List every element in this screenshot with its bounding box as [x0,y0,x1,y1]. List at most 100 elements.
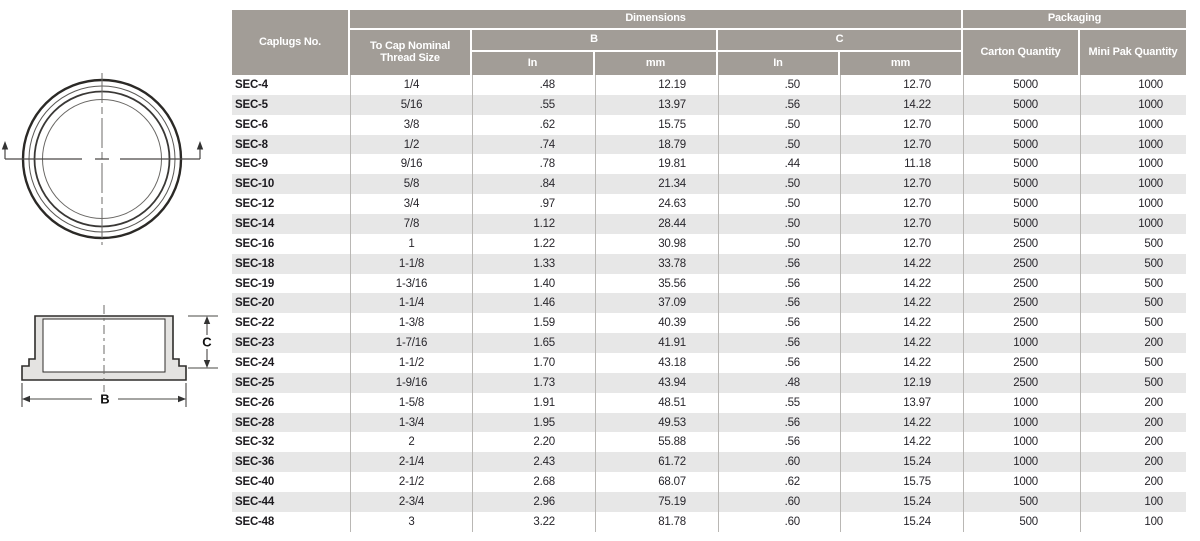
cell-caplugs-no: SEC-14 [235,217,275,230]
dim-arrow-right-icon [178,395,186,403]
table-row: SEC-9 9/16.78 19.81.44 11.18 5000 1000 [232,154,1186,175]
cell-thread-size: 3 [350,511,472,532]
dimension-label-c: C [202,335,212,350]
dimension-b: B [21,383,187,407]
cell-thread-size: 7/8 [350,214,472,234]
cell-b-in: .97 [472,194,595,215]
cell-carton-qty: 2500 [963,273,1080,294]
cell-c-mm: 12.70 [840,214,963,234]
cell-c-mm: 12.70 [840,134,963,155]
cell-c-in: .56 [718,94,840,115]
cell-c-mm: 12.70 [840,194,963,215]
cell-carton-qty: 5000 [963,174,1080,195]
cell-carton-qty: 5000 [963,194,1080,215]
cell-carton-qty: 5000 [963,75,1080,95]
table-row: SEC-20 1-1/4 1.46 37.09.56 14.22 2500 500 [232,293,1186,314]
cell-carton-qty: 2500 [963,372,1080,393]
cell-thread-size: 9/16 [350,154,472,175]
col-header-caplugs-no: Caplugs No. [232,10,350,75]
cell-thread-size: 1 [350,233,472,254]
table-row: SEC-19 1-3/16 1.40 35.56.56 14.22 2500 500 [232,273,1186,294]
table-row: SEC-40 2-1/2 2.68 68.07.62 15.75 1000 200 [232,472,1186,493]
cell-b-mm: 35.56 [595,273,718,294]
cell-mini-pak-qty: 200 [1080,452,1186,473]
col-header-thread-size: To Cap Nominal Thread Size [350,30,472,75]
col-header-dimensions: Dimensions [350,10,963,30]
cell-caplugs-no: SEC-16 [235,237,275,250]
cell-thread-size: 1-1/2 [350,353,472,373]
col-header-b-in: In [472,52,595,75]
cell-b-in: .78 [472,154,595,175]
cell-b-in: 1.65 [472,333,595,354]
cell-mini-pak-qty: 100 [1080,492,1186,512]
table-row: SEC-25 1-9/16 1.73 43.94.48 12.19 2500 500 [232,372,1186,393]
cell-c-mm: 14.22 [840,412,963,433]
table-row: SEC-16 1 1.22 30.98.50 12.70 2500 500 [232,233,1186,254]
cell-c-mm: 14.22 [840,432,963,453]
cell-b-in: .62 [472,114,595,135]
cell-thread-size: 1-1/8 [350,253,472,274]
cell-caplugs-no: SEC-18 [235,257,275,270]
cell-caplugs-no: SEC-26 [235,396,275,409]
col-header-mini-pak-quantity: Mini Pak Quantity [1080,30,1186,75]
table-row: SEC-4 1/4.48 12.19.50 12.70 5000 1000 [232,75,1186,95]
cell-b-in: .48 [472,75,595,95]
cell-thread-size: 1/2 [350,134,472,155]
table-row: SEC-28 1-3/4 1.95 49.53.56 14.22 1000 200 [232,412,1186,433]
cell-carton-qty: 5000 [963,134,1080,155]
cell-carton-qty: 5000 [963,114,1080,135]
cell-c-in: .56 [718,253,840,274]
cell-c-mm: 14.22 [840,94,963,115]
cell-mini-pak-qty: 200 [1080,392,1186,413]
cell-carton-qty: 1000 [963,472,1080,493]
cell-thread-size: 3/8 [350,114,472,135]
dim-arrow-left-icon [22,395,30,403]
cell-mini-pak-qty: 100 [1080,511,1186,532]
cell-caplugs-no: SEC-24 [235,356,275,369]
cell-carton-qty: 1000 [963,452,1080,473]
cell-carton-qty: 2500 [963,233,1080,254]
cell-caplugs-no: SEC-22 [235,317,275,330]
cell-b-mm: 13.97 [595,94,718,115]
table-row: SEC-18 1-1/8 1.33 33.78.56 14.22 2500 500 [232,253,1186,274]
cell-c-mm: 15.24 [840,452,963,473]
cell-c-mm: 14.22 [840,253,963,274]
section-cut-line [1,141,204,160]
cell-c-mm: 12.70 [840,233,963,254]
cell-c-mm: 14.22 [840,333,963,354]
cell-c-mm: 13.97 [840,392,963,413]
cell-caplugs-no: SEC-23 [235,337,275,350]
col-header-b-mm: mm [595,52,718,75]
table-row: SEC-48 3 3.22 81.78.60 15.24 500 100 [232,511,1186,532]
cell-caplugs-no: SEC-32 [235,436,275,449]
cell-mini-pak-qty: 1000 [1080,154,1186,175]
cell-b-mm: 49.53 [595,412,718,433]
cell-carton-qty: 1000 [963,392,1080,413]
cell-caplugs-no: SEC-36 [235,456,275,469]
cell-b-mm: 75.19 [595,492,718,512]
cell-c-in: .60 [718,511,840,532]
cell-b-mm: 55.88 [595,432,718,453]
table-row: SEC-36 2-1/4 2.43 61.72.60 15.24 1000 200 [232,452,1186,473]
table-row: SEC-12 3/4.97 24.63.50 12.70 5000 1000 [232,194,1186,215]
dim-arrow-up-icon [203,316,211,324]
cell-carton-qty: 2500 [963,353,1080,373]
cell-carton-qty: 2500 [963,293,1080,314]
cell-c-mm: 14.22 [840,353,963,373]
cell-b-mm: 30.98 [595,233,718,254]
cell-mini-pak-qty: 500 [1080,313,1186,334]
col-header-c-mm: mm [840,52,963,75]
cell-mini-pak-qty: 1000 [1080,174,1186,195]
cell-c-in: .60 [718,452,840,473]
cell-c-in: .48 [718,372,840,393]
cell-c-mm: 15.24 [840,511,963,532]
cell-carton-qty: 2500 [963,313,1080,334]
cell-thread-size: 1-3/4 [350,412,472,433]
cell-b-in: 2.20 [472,432,595,453]
cell-c-in: .50 [718,134,840,155]
cell-c-in: .50 [718,214,840,234]
cell-b-mm: 40.39 [595,313,718,334]
cell-caplugs-no: SEC-6 [235,118,268,131]
cell-thread-size: 1-1/4 [350,293,472,314]
table-row: SEC-14 7/8 1.12 28.44.50 12.70 5000 1000 [232,214,1186,234]
